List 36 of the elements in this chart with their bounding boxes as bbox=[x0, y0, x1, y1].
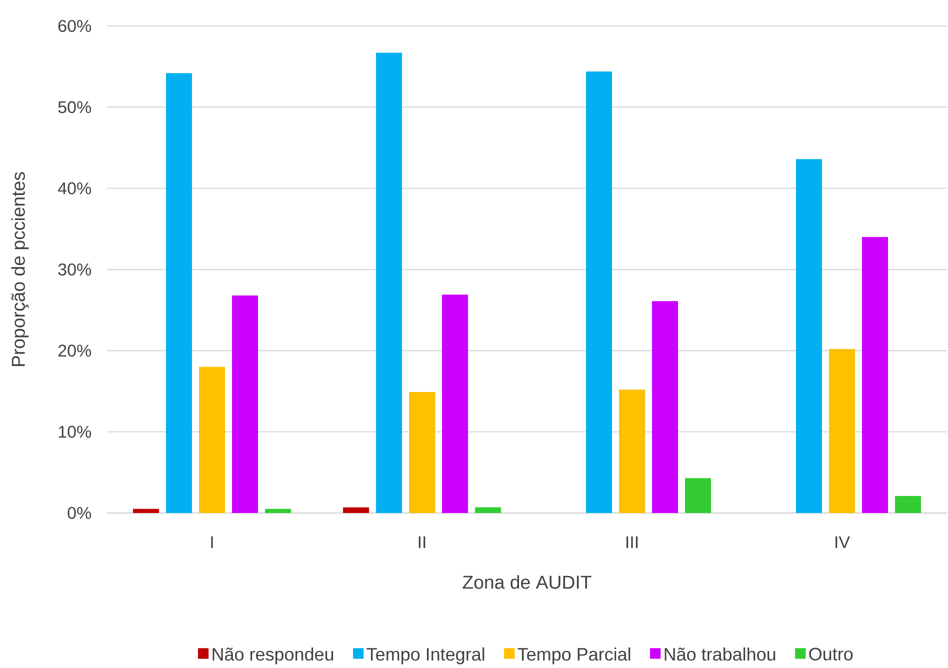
legend-label: Tempo Integral bbox=[366, 648, 484, 664]
x-tick-label: I bbox=[211, 536, 213, 548]
legend-label: Não trabalhou bbox=[664, 648, 776, 661]
y-tick-label: 40% bbox=[58, 182, 92, 194]
legend-label: Outro bbox=[809, 648, 853, 661]
x-axis-title: Zona de AUDIT bbox=[462, 575, 592, 589]
y-tick-label: 10% bbox=[58, 426, 92, 438]
bar bbox=[619, 390, 646, 514]
y-tick-label: 0% bbox=[68, 507, 92, 520]
bar bbox=[862, 237, 888, 514]
bar bbox=[475, 507, 502, 514]
y-tick-label: 50% bbox=[58, 101, 92, 114]
y-tick-label: 60% bbox=[58, 20, 92, 32]
bar bbox=[409, 392, 436, 514]
x-tick-label: IV bbox=[836, 536, 850, 548]
y-tick-label: 30% bbox=[58, 264, 92, 276]
y-tick-label: 20% bbox=[58, 344, 92, 357]
bar bbox=[586, 72, 612, 514]
bar bbox=[685, 478, 712, 514]
bar bbox=[376, 52, 402, 514]
x-tick-label: II bbox=[418, 536, 426, 548]
bar bbox=[829, 349, 856, 514]
bar bbox=[343, 507, 370, 514]
bar bbox=[652, 301, 678, 514]
bar bbox=[796, 159, 822, 514]
bar bbox=[442, 294, 468, 514]
bar bbox=[199, 366, 226, 514]
bar bbox=[232, 296, 258, 514]
y-axis-title: Proporção de pccientes bbox=[11, 172, 29, 366]
bar bbox=[133, 509, 160, 514]
bar bbox=[895, 496, 922, 514]
legend-label: Não respondeu bbox=[212, 648, 334, 664]
x-tick-label: III bbox=[626, 536, 638, 548]
bar bbox=[166, 73, 192, 514]
legend-label: Tempo Parcial bbox=[518, 648, 630, 664]
bar bbox=[265, 509, 292, 514]
